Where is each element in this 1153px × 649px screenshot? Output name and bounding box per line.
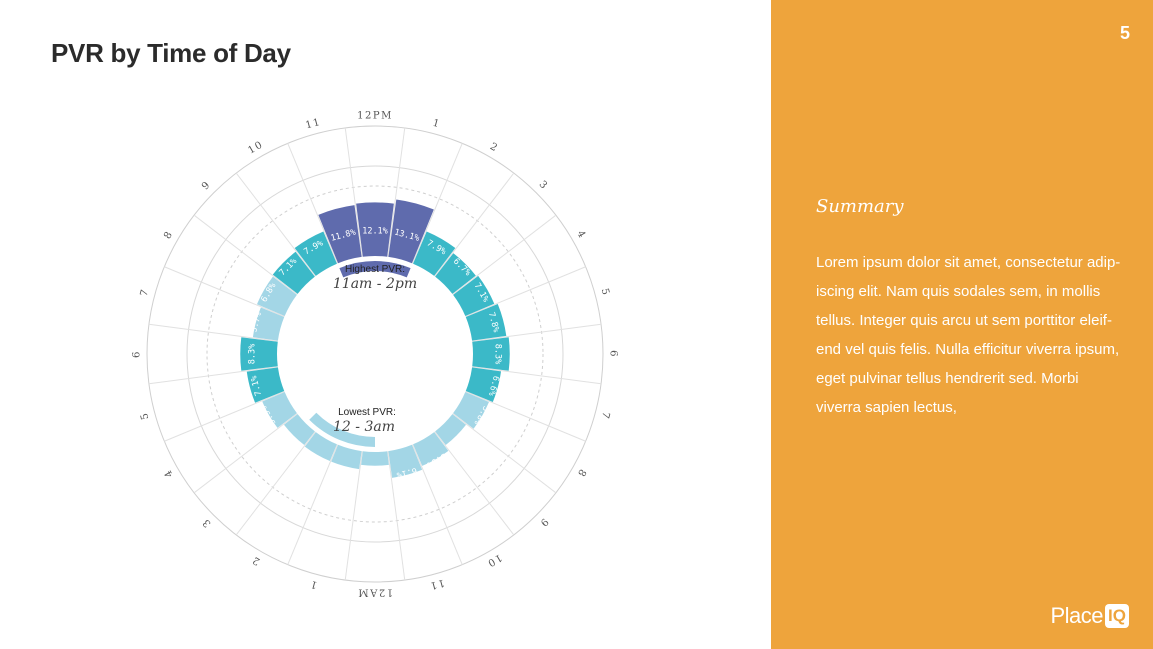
hour-label: 10: [246, 139, 265, 156]
bar-segment: [453, 275, 495, 316]
hour-label: 9: [537, 516, 550, 529]
grid-line: [434, 431, 515, 536]
hour-label: 9: [200, 179, 213, 192]
highest-pvr-value: 11am - 2pm: [333, 276, 417, 292]
bar-segment: [240, 337, 278, 371]
logo-text-iq: IQ: [1105, 604, 1129, 628]
bar-segment: [256, 276, 297, 316]
bar-segment: [453, 392, 489, 429]
highest-pvr-arc: [339, 261, 411, 278]
grid-line: [465, 266, 586, 317]
grid-line: [465, 391, 586, 442]
dashed-ring: [206, 185, 544, 523]
grid-line: [434, 172, 515, 277]
grid-line: [235, 431, 316, 536]
bar-segment: [356, 202, 394, 257]
bar-value-label: 3.1%: [365, 472, 385, 482]
grid-line: [164, 266, 285, 317]
bar-segment: [465, 367, 502, 402]
bar-segment: [331, 444, 362, 470]
inner-ring: [186, 165, 564, 543]
bar-value-label: 12.1%: [362, 227, 388, 237]
hour-label: 2: [488, 141, 500, 154]
grid-line: [472, 323, 602, 342]
grid-line: [452, 413, 557, 494]
page-title: PVR by Time of Day: [51, 38, 291, 68]
bar-segment: [283, 414, 315, 446]
bar-segment: [472, 337, 510, 371]
hour-label: 2: [250, 553, 262, 566]
bar-segment: [262, 392, 297, 428]
hour-label: 8: [574, 467, 587, 479]
lowest-pvr-arc: [309, 412, 376, 447]
hour-label: 7: [139, 287, 152, 297]
grid-line: [387, 451, 406, 581]
grid-line: [287, 143, 338, 264]
grid-line: [344, 127, 363, 257]
hour-label: 5: [139, 410, 152, 420]
hour-label: 4: [162, 467, 175, 479]
page-number: 5: [1119, 23, 1130, 43]
bar-segment: [246, 367, 285, 403]
summary-body: Lorem ipsum dolor sit amet, consectetur …: [816, 254, 1121, 416]
bar-value-label: 8.3%: [248, 344, 258, 364]
grid-line: [452, 214, 557, 295]
hour-label: 10: [484, 551, 503, 568]
bar-segment: [413, 432, 449, 466]
hour-label: 6: [132, 350, 143, 358]
bar-segment: [272, 251, 315, 294]
grid-line: [412, 143, 463, 264]
lowest-pvr-label: Lowest PVR:: [338, 407, 396, 418]
bar-value-label: 8.3%: [493, 344, 503, 364]
hour-label: 5: [599, 287, 612, 297]
placeiq-logo: Place IQ: [1050, 603, 1129, 629]
chart-area: PVR by Time of Day 12.1% 12PM 13.1% 1 7.9% 2 6…: [51, 38, 619, 598]
outer-ring: [146, 125, 604, 583]
grid-line: [387, 127, 406, 257]
hour-label: 8: [162, 229, 175, 241]
hour-label: 1: [308, 578, 318, 591]
grid-line: [193, 413, 298, 494]
bar-segment: [361, 451, 389, 466]
grid-line: [148, 323, 278, 342]
hour-label: 3: [200, 516, 213, 529]
lowest-pvr-value: 12 - 3am: [333, 419, 395, 435]
hour-label: 3: [537, 179, 550, 192]
bar-segment: [304, 432, 337, 462]
highest-pvr-label: Highest PVR:: [345, 264, 405, 275]
bar-segment: [388, 199, 434, 264]
bar-segment: [435, 253, 476, 294]
grid-line: [344, 451, 363, 581]
grid-line: [235, 172, 316, 277]
grid-line: [193, 214, 298, 295]
grid-line: [287, 444, 338, 565]
bar-segment: [294, 231, 337, 276]
hour-label: 12PM: [357, 111, 393, 122]
summary-panel: 5 Summary Lorem ipsum dolor sit amet, co…: [771, 0, 1153, 649]
grid-line: [472, 366, 602, 385]
hour-label: 4: [574, 229, 587, 241]
bar-segment: [435, 414, 467, 446]
bar-segment: [465, 304, 507, 341]
bar-segment: [252, 307, 285, 341]
hour-label: 1: [431, 118, 441, 131]
hour-label: 11: [304, 117, 322, 132]
hour-label: 6: [608, 350, 619, 358]
hour-label: 12AM: [357, 587, 393, 598]
hour-label: 7: [599, 410, 612, 420]
bar-segment: [413, 231, 456, 276]
logo-text-place: Place: [1050, 603, 1104, 628]
bar-segment: [318, 205, 362, 264]
grid-line: [148, 366, 278, 385]
bar-segment: [388, 444, 423, 478]
grid-line: [412, 444, 463, 565]
summary-title: Summary: [816, 196, 904, 217]
grid-line: [164, 391, 285, 442]
hour-label: 11: [428, 577, 446, 592]
